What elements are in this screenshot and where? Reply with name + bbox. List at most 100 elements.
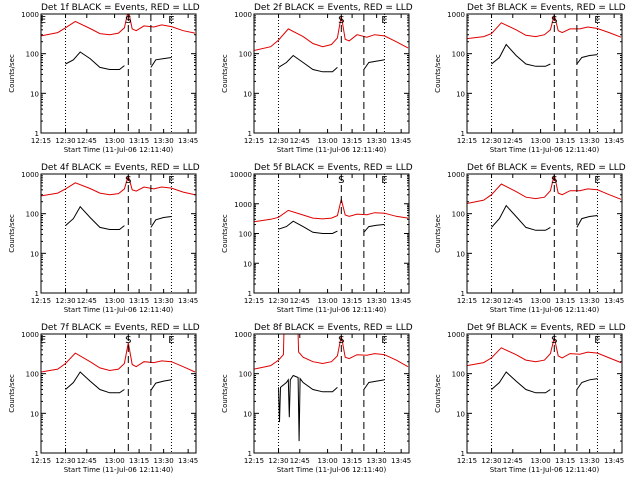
x-axis-label: Start Time (11-Jul-06 12:11:40) — [277, 466, 387, 474]
axes-frame — [466, 173, 623, 294]
x-tick-label: 13:00 — [104, 457, 124, 465]
events-series-line — [491, 43, 551, 67]
x-axis-label: Start Time (11-Jul-06 12:11:40) — [277, 146, 387, 154]
events-series-line — [150, 57, 172, 68]
events-series-line — [65, 205, 125, 230]
y-tick-label: 10 — [243, 260, 252, 268]
x-tick-label: 12:45 — [290, 457, 310, 465]
lld-series-line — [254, 15, 409, 51]
y-axis-label: Counts/sec — [8, 374, 16, 413]
x-tick-label: 13:30 — [154, 137, 174, 145]
y-tick-label: 1000 — [234, 11, 252, 19]
x-tick-label: 12:45 — [290, 137, 310, 145]
x-tick-label: 12:30 — [55, 137, 75, 145]
x-tick-label: 13:45 — [391, 297, 411, 305]
interval-marker: E — [168, 335, 174, 346]
x-tick-label: 13:00 — [317, 297, 337, 305]
plot-area — [467, 174, 622, 293]
y-tick-label: 1000 — [447, 331, 465, 339]
y-tick-label: 1000 — [234, 201, 252, 209]
interval-marker: S — [125, 335, 131, 346]
events-series-line — [363, 224, 385, 233]
interval-marker: E — [381, 15, 387, 26]
y-tick-label: 10 — [30, 410, 39, 418]
plot-area — [254, 174, 409, 293]
y-tick-label: 1000 — [447, 171, 465, 179]
y-axis-label: Counts/sec — [221, 54, 229, 93]
x-axis-label: Start Time (11-Jul-06 12:11:40) — [490, 466, 600, 474]
panel-title: Det 1f BLACK = Events, RED = LLD — [41, 3, 200, 13]
x-tick-label: 12:30 — [481, 297, 501, 305]
x-axis-label: Start Time (11-Jul-06 12:11:40) — [64, 306, 174, 314]
y-tick-label: 1000 — [21, 171, 39, 179]
x-tick-label: 12:15 — [31, 137, 51, 145]
panel-title: Det 6f BLACK = Events, RED = LLD — [467, 163, 626, 173]
axes-frame — [466, 333, 623, 454]
interval-marker: E — [594, 175, 600, 186]
y-tick-label: 100 — [26, 211, 39, 219]
axes-frame — [466, 13, 623, 134]
interval-marker: S — [338, 15, 344, 26]
plot-area — [41, 14, 196, 133]
x-tick-label: 13:45 — [391, 457, 411, 465]
panel-title: Det 4f BLACK = Events, RED = LLD — [41, 163, 200, 173]
y-tick-label: 1 — [461, 130, 465, 138]
events-series-line — [150, 216, 172, 228]
y-tick-label: 1 — [35, 290, 39, 298]
panel-title: Det 9f BLACK = Events, RED = LLD — [467, 323, 626, 333]
y-tick-label: 10 — [456, 90, 465, 98]
events-series-line — [65, 371, 125, 394]
x-tick-label: 12:15 — [457, 137, 477, 145]
interval-marker: S — [551, 335, 557, 346]
x-tick-label: 13:15 — [555, 297, 575, 305]
x-tick-label: 12:15 — [457, 297, 477, 305]
x-tick-label: 13:00 — [104, 297, 124, 305]
interval-marker: S — [338, 335, 344, 346]
x-tick-label: 12:45 — [77, 137, 97, 145]
x-tick-label: 13:15 — [342, 457, 362, 465]
x-tick-label: 13:45 — [178, 297, 198, 305]
x-axis-label: Start Time (11-Jul-06 12:11:40) — [490, 146, 600, 154]
interval-marker: E — [594, 335, 600, 346]
interval-marker: S — [551, 175, 557, 186]
panel: Det 1f BLACK = Events, RED = LLD 12:15 12:… — [8, 3, 200, 154]
axes-frame — [40, 173, 197, 294]
y-axis-label: Counts/sec — [221, 374, 229, 413]
x-tick-label: 13:45 — [604, 137, 624, 145]
x-tick-label: 12:30 — [55, 457, 75, 465]
panel-title: Det 3f BLACK = Events, RED = LLD — [467, 3, 626, 13]
panel: Det 3f BLACK = Events, RED = LLD 12:15 12:… — [434, 3, 626, 154]
panel: Det 2f BLACK = Events, RED = LLD 12:15 12:… — [221, 3, 413, 154]
y-tick-label: 10000 — [230, 171, 252, 179]
events-series-line — [576, 378, 598, 390]
panel: Det 5f BLACK = Events, RED = LLD 12:15 12:… — [221, 163, 413, 314]
events-series-line — [363, 59, 385, 70]
x-tick-label: 13:30 — [154, 297, 174, 305]
x-tick-label: 13:30 — [367, 457, 387, 465]
y-tick-label: 1 — [248, 290, 252, 298]
events-series-line — [576, 54, 598, 65]
interval-marker: E — [381, 335, 387, 346]
y-tick-label: 10 — [243, 410, 252, 418]
panel-title: Det 8f BLACK = Events, RED = LLD — [254, 323, 413, 333]
panel-title: Det 7f BLACK = Events, RED = LLD — [41, 323, 200, 333]
y-axis-label: Counts/sec — [434, 54, 442, 93]
panel: Det 8f BLACK = Events, RED = LLD 12:15 12:… — [221, 323, 413, 474]
x-tick-label: 12:30 — [268, 297, 288, 305]
events-series-line — [278, 220, 338, 234]
x-tick-label: 13:00 — [530, 457, 550, 465]
lld-series-line — [467, 174, 622, 204]
x-tick-label: 13:30 — [367, 297, 387, 305]
y-tick-label: 10 — [243, 90, 252, 98]
x-tick-label: 13:15 — [342, 137, 362, 145]
lld-series-line — [41, 14, 196, 37]
x-tick-label: 12:45 — [77, 457, 97, 465]
y-tick-label: 10 — [30, 250, 39, 258]
y-axis-label: Counts/sec — [8, 214, 16, 253]
y-tick-label: 1 — [461, 450, 465, 458]
x-tick-label: 13:30 — [154, 457, 174, 465]
x-tick-label: 12:15 — [244, 297, 264, 305]
events-series-line — [150, 379, 172, 391]
x-tick-label: 13:00 — [530, 297, 550, 305]
panel: Det 6f BLACK = Events, RED = LLD 12:15 12:… — [434, 163, 626, 314]
